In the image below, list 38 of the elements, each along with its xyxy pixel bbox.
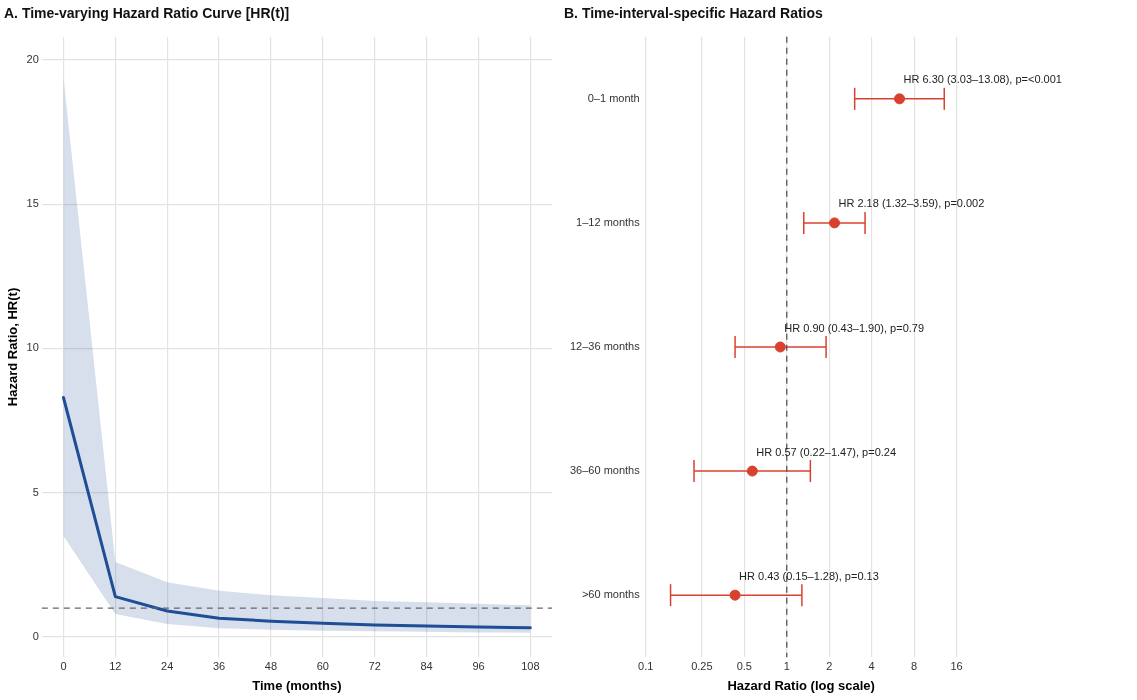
x-tick-label: 36	[212, 659, 226, 672]
x-tick-label: 72	[368, 659, 381, 672]
data-label: HR 0.57 (0.22–1.47), p=0.24	[756, 445, 897, 458]
x-tick-label: 16	[950, 659, 963, 672]
chart-title: B. Time-interval-specific Hazard Ratios	[564, 5, 824, 22]
x-tick-label: 108	[521, 659, 540, 672]
data-label: HR 0.43 (0.15–1.28), p=0.13	[739, 569, 879, 582]
y-tick-label: 15	[26, 197, 39, 210]
y-tick-label: 1–12 months	[576, 215, 641, 228]
x-axis-title: Hazard Ratio (log scale)	[727, 677, 875, 693]
y-tick-label: 20	[26, 52, 39, 65]
x-tick-label: 2	[826, 659, 833, 672]
y-tick-label: 10	[26, 341, 39, 354]
x-tick-label: 0.5	[736, 659, 752, 672]
x-tick-label: 60	[316, 659, 329, 672]
chart-title: A. Time-varying Hazard Ratio Curve [HR(t)]	[4, 5, 290, 22]
y-tick-label: 5	[32, 485, 39, 498]
y-tick-label: 36–60 months	[570, 464, 641, 477]
x-tick-label: 12	[109, 659, 122, 672]
x-tick-label: 1	[783, 659, 790, 672]
x-tick-label: 96	[472, 659, 485, 672]
x-axis-title: Time (months)	[252, 677, 342, 693]
x-tick-label: 48	[264, 659, 278, 672]
y-tick-label: 0	[32, 630, 39, 643]
y-tick-label: 12–36 months	[570, 340, 641, 353]
y-axis-title: Hazard Ratio, HR(t)	[5, 287, 21, 407]
x-tick-label: 24	[161, 659, 174, 672]
data-label: HR 0.90 (0.43–1.90), p=0.79	[784, 321, 925, 334]
x-tick-label: 0.25	[691, 659, 713, 672]
x-tick-label: 8	[911, 659, 918, 672]
x-tick-label: 0.1	[638, 659, 654, 672]
y-tick-label: 0–1 month	[587, 91, 640, 104]
y-tick-label: >60 months	[581, 588, 641, 601]
x-tick-label: 4	[868, 659, 875, 672]
data-label: HR 2.18 (1.32–3.59), p=0.002	[838, 197, 985, 210]
x-tick-label: 84	[420, 659, 433, 672]
x-tick-label: 0	[60, 659, 67, 672]
data-label: HR 6.30 (3.03–13.08), p=<0.001	[903, 73, 1062, 86]
